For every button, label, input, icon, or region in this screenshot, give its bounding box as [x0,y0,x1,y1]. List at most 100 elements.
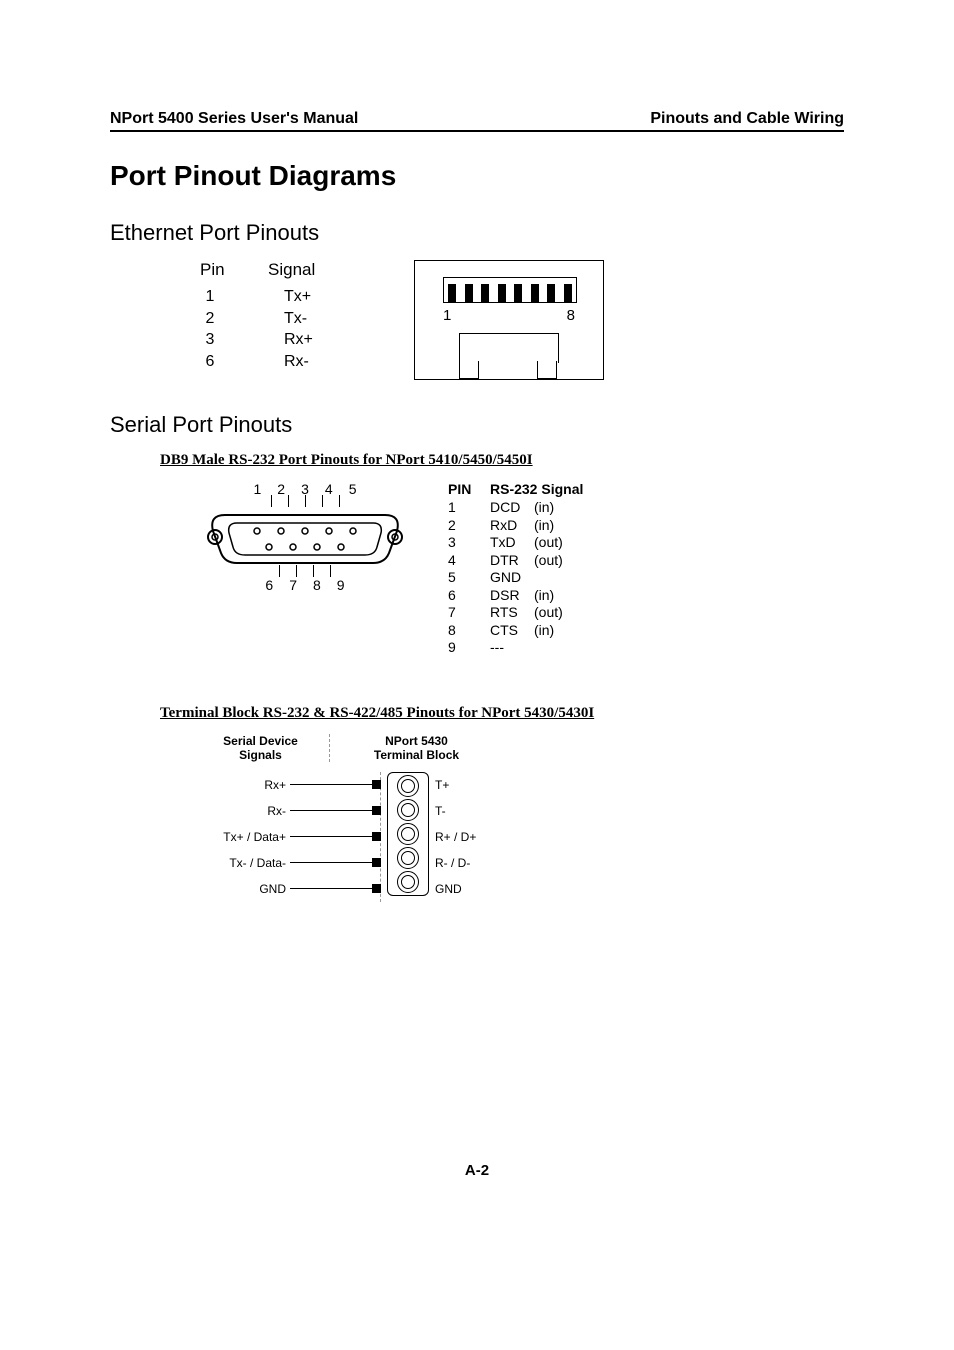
screw-icon [397,823,419,845]
screw-icon [397,871,419,893]
sig: TxD [490,534,534,552]
term-right-labels: T+ T- R+ / D+ R- / D- GND [429,772,476,902]
term-hdr-right-l1: NPort 5430 [338,734,495,748]
page-header: NPort 5400 Series User's Manual Pinouts … [110,110,844,132]
db9-section: 1 2 3 4 5 [200,481,844,657]
sig: RTS [490,604,534,622]
dir: (out) [534,604,563,622]
eth-sig: Tx- [284,308,324,330]
db9-num: 9 [337,577,345,593]
eth-sig: Rx+ [284,329,324,351]
ethernet-heading: Ethernet Port Pinouts [110,220,844,246]
db9-num: 8 [313,577,321,593]
eth-pin: 2 [200,308,220,330]
serial-heading: Serial Port Pinouts [110,412,844,438]
term-right-label: R+ / D+ [435,824,476,850]
pin: 9 [448,639,490,657]
terminal-block [387,772,429,896]
dir: (in) [534,517,554,535]
term-left-label: Tx- / Data- [200,856,290,870]
pin: 1 [448,499,490,517]
sig: DSR [490,587,534,605]
ethernet-section: Pin Signal 1Tx+ 2Tx- 3Rx+ 6Rx- 1 8 [200,260,844,380]
rj45-pin [498,284,506,302]
term-left-label: Rx+ [200,778,290,792]
sig: GND [490,569,534,587]
pin: 4 [448,552,490,570]
term-hdr-right-l2: Terminal Block [338,748,495,762]
tick [322,495,323,507]
dir: (in) [534,587,554,605]
wire [290,784,380,785]
term-left-label: Rx- [200,804,290,818]
term-right-label: GND [435,876,476,902]
eth-pin: 1 [200,286,220,308]
rj45-pin [531,284,539,302]
dir: (in) [534,622,554,640]
db9-num: 2 [277,481,285,497]
term-right-label: T- [435,798,476,824]
db9-num: 4 [325,481,333,497]
rj45-body [459,333,559,363]
wire [290,810,380,811]
tick [271,495,272,507]
rj45-label-8: 8 [567,307,575,324]
eth-col-sig-hdr: Signal [268,260,308,280]
dir: (out) [534,552,563,570]
rj45-pin [448,284,456,302]
tick [305,495,306,507]
eth-col-pin-hdr: Pin [200,260,220,280]
wire [290,862,380,863]
sig: --- [490,639,534,657]
eth-pin: 6 [200,351,220,373]
rs232-pin-table: PIN RS-232 Signal 1DCD(in) 2RxD(in) 3TxD… [448,481,583,657]
rj45-pin [564,284,572,302]
rj45-pins [443,277,577,303]
eth-sig: Tx+ [284,286,324,308]
db9-diagram: 1 2 3 4 5 [200,481,410,593]
pin: 7 [448,604,490,622]
db9-title: DB9 Male RS-232 Port Pinouts for NPort 5… [160,452,844,469]
tick [339,495,340,507]
rj45-pin [465,284,473,302]
terminal-block-diagram: Serial Device Signals NPort 5430 Termina… [200,734,530,902]
screw-icon [397,847,419,869]
term-hdr-left-l2: Signals [200,748,321,762]
header-left: NPort 5400 Series User's Manual [110,110,358,128]
page-number: A-2 [110,1162,844,1179]
rj45-pin [547,284,555,302]
pin-hdr-pin: PIN [448,481,490,497]
rj45-pin [481,284,489,302]
pin: 6 [448,587,490,605]
db9-shell-svg [205,507,405,567]
screw-icon [397,775,419,797]
tick [288,495,289,507]
sig: RxD [490,517,534,535]
term-wires: Rx+ Rx- Tx+ / Data+ Tx- / Data- GND [200,772,380,902]
term-hdr-right: NPort 5430 Terminal Block [330,734,495,762]
screw-icon [397,799,419,821]
db9-num: 7 [289,577,297,593]
wire [290,836,380,837]
term-left-label: GND [200,882,290,896]
term-left-label: Tx+ / Data+ [200,830,290,844]
term-right-label: T+ [435,772,476,798]
db9-num: 5 [349,481,357,497]
term-hdr-left-l1: Serial Device [200,734,321,748]
dir: (out) [534,534,563,552]
pin: 2 [448,517,490,535]
terminal-block-section: Serial Device Signals NPort 5430 Termina… [200,734,844,902]
pin: 8 [448,622,490,640]
wire [290,888,380,889]
term-title: Terminal Block RS-232 & RS-422/485 Pinou… [160,705,844,722]
rj45-label-1: 1 [443,307,451,324]
term-right-label: R- / D- [435,850,476,876]
rj45-pin [514,284,522,302]
pin: 3 [448,534,490,552]
sig: DTR [490,552,534,570]
pin: 5 [448,569,490,587]
sig: CTS [490,622,534,640]
eth-pin: 3 [200,329,220,351]
dir: (in) [534,499,554,517]
pin-hdr-sig: RS-232 Signal [490,481,583,497]
